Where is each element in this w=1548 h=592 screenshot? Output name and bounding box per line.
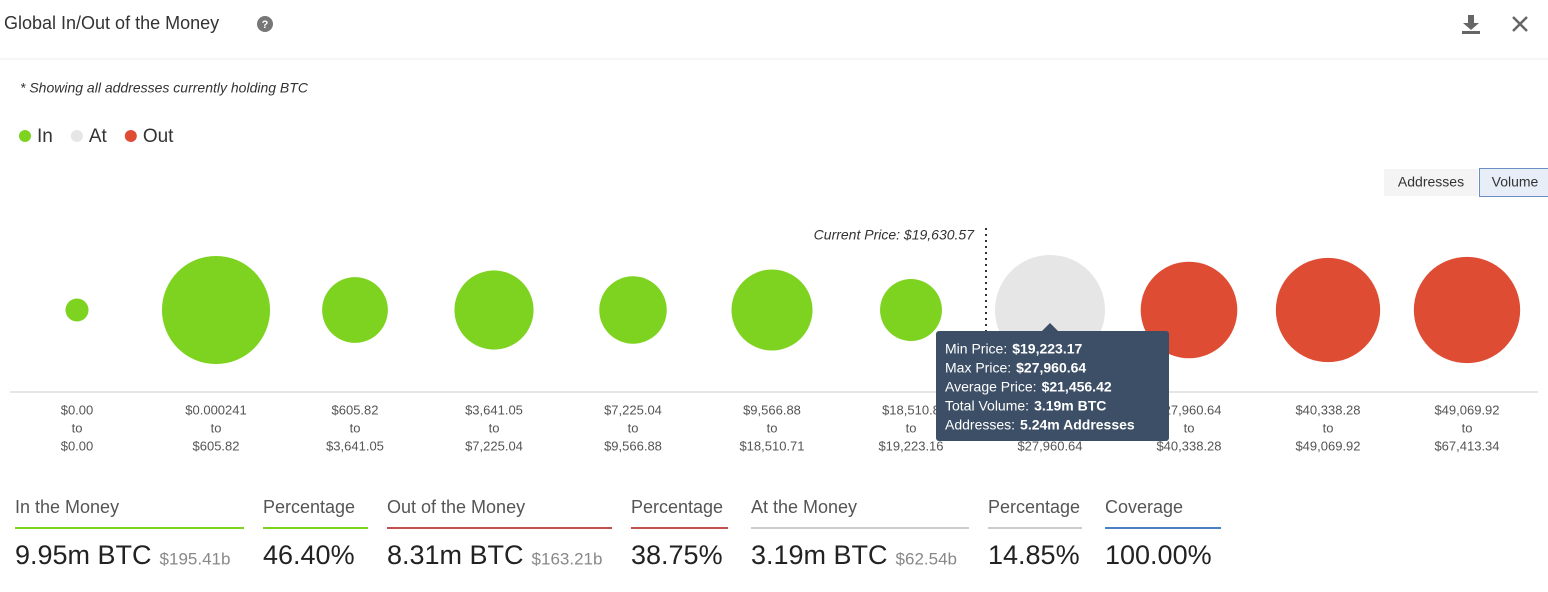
summary-label: Percentage <box>631 497 723 517</box>
tooltip-value: $19,223.17 <box>1012 341 1082 357</box>
tooltip-value: $27,960.64 <box>1016 360 1086 376</box>
range-from: $18,510.8 <box>882 402 940 417</box>
bubble[interactable] <box>880 279 942 341</box>
bubble[interactable] <box>1413 256 1521 364</box>
range-to: $19,223.16 <box>878 438 943 453</box>
toggle-label[interactable]: Volume <box>1492 174 1539 190</box>
summary-underline <box>15 527 244 529</box>
tooltip-value: 5.24m Addresses <box>1020 417 1135 433</box>
help-glyph: ? <box>262 19 269 31</box>
bubble[interactable] <box>161 255 271 365</box>
title: Global In/Out of the Money <box>4 13 219 33</box>
tooltip-arrow <box>1041 323 1059 332</box>
range-from: $40,338.28 <box>1295 402 1360 417</box>
tooltip-label: Addresses: <box>945 417 1015 433</box>
legend-swatch <box>19 130 31 142</box>
range-to: $67,413.34 <box>1434 438 1499 453</box>
summary-sub: $195.41b <box>160 549 231 568</box>
range-connector: to <box>1184 420 1195 435</box>
toggle-label[interactable]: Addresses <box>1398 174 1464 190</box>
range-to: $27,960.64 <box>1017 438 1082 453</box>
range-to: $3,641.05 <box>326 438 384 453</box>
range-connector: to <box>1462 420 1473 435</box>
summary-value: 46.40% <box>263 540 355 570</box>
summary-label: Percentage <box>988 497 1080 517</box>
bubble[interactable] <box>599 276 667 344</box>
range-from: $3,641.05 <box>465 402 523 417</box>
bubble[interactable] <box>322 277 388 343</box>
range-connector: to <box>906 420 917 435</box>
summary-label: At the Money <box>751 497 857 517</box>
summary-label: Out of the Money <box>387 497 525 517</box>
range-to: $49,069.92 <box>1295 438 1360 453</box>
summary-label: Percentage <box>263 497 355 517</box>
range-from: $0.000241 <box>185 402 246 417</box>
tooltip-value: $21,456.42 <box>1042 379 1112 395</box>
summary-label: In the Money <box>15 497 119 517</box>
expand-icon[interactable] <box>1512 16 1528 32</box>
summary-underline <box>387 527 612 529</box>
range-to: $18,510.71 <box>739 438 804 453</box>
range-connector: to <box>489 420 500 435</box>
range-from: $49,069.92 <box>1434 402 1499 417</box>
summary-value: 8.31m BTC <box>387 540 524 570</box>
range-from: $27,960.64 <box>1156 402 1221 417</box>
range-connector: to <box>1323 420 1334 435</box>
range-to: $9,566.88 <box>604 438 662 453</box>
bubble[interactable] <box>454 270 534 350</box>
summary-value: 38.75% <box>631 540 723 570</box>
summary-value: 9.95m BTC <box>15 540 152 570</box>
legend-swatch <box>70 130 83 142</box>
range-connector: to <box>767 420 778 435</box>
toggle-button-active[interactable] <box>1479 168 1548 197</box>
bubble[interactable] <box>1275 257 1381 363</box>
summary-underline <box>751 527 969 529</box>
range-from: $605.82 <box>332 402 379 417</box>
summary-underline <box>988 527 1082 529</box>
summary-value: 14.85% <box>988 540 1080 570</box>
help-icon[interactable] <box>257 16 273 32</box>
toggle-button[interactable] <box>1384 169 1478 196</box>
range-to: $605.82 <box>193 438 240 453</box>
bubble[interactable] <box>731 269 813 351</box>
tooltip-label: Total Volume: <box>945 398 1029 414</box>
tooltip-box <box>936 331 1169 441</box>
legend-swatch <box>124 130 137 142</box>
range-connector: to <box>350 420 361 435</box>
legend-label: In <box>37 126 53 147</box>
range-from: $7,225.04 <box>604 402 662 417</box>
legend-label: At <box>89 126 108 147</box>
range-to: $0.00 <box>61 438 94 453</box>
range-to: $40,338.28 <box>1156 438 1221 453</box>
note: * Showing all addresses currently holdin… <box>20 80 309 96</box>
range-from: $9,566.88 <box>743 402 801 417</box>
tooltip-label: Average Price: <box>945 379 1037 395</box>
summary-value: 3.19m BTC <box>751 540 888 570</box>
summary-sub: $62.54b <box>896 549 957 568</box>
bubble[interactable] <box>65 298 89 322</box>
tooltip-label: Max Price: <box>945 360 1011 376</box>
range-from: $0.00 <box>61 402 94 417</box>
summary-underline <box>631 527 728 529</box>
summary-underline <box>1105 527 1221 529</box>
download-icon[interactable] <box>1462 15 1480 34</box>
range-connector: to <box>628 420 639 435</box>
summary-sub: $163.21b <box>532 549 603 568</box>
summary-label: Coverage <box>1105 497 1183 517</box>
summary-value: 100.00% <box>1105 540 1212 570</box>
range-connector: to <box>211 420 222 435</box>
tooltip-label: Min Price: <box>945 341 1007 357</box>
legend-label: Out <box>143 126 174 147</box>
tooltip-value: 3.19m BTC <box>1034 398 1106 414</box>
range-connector: to <box>72 420 83 435</box>
current-price-label: Current Price: $19,630.57 <box>814 227 976 243</box>
summary-underline <box>263 527 368 529</box>
range-to: $7,225.04 <box>465 438 523 453</box>
